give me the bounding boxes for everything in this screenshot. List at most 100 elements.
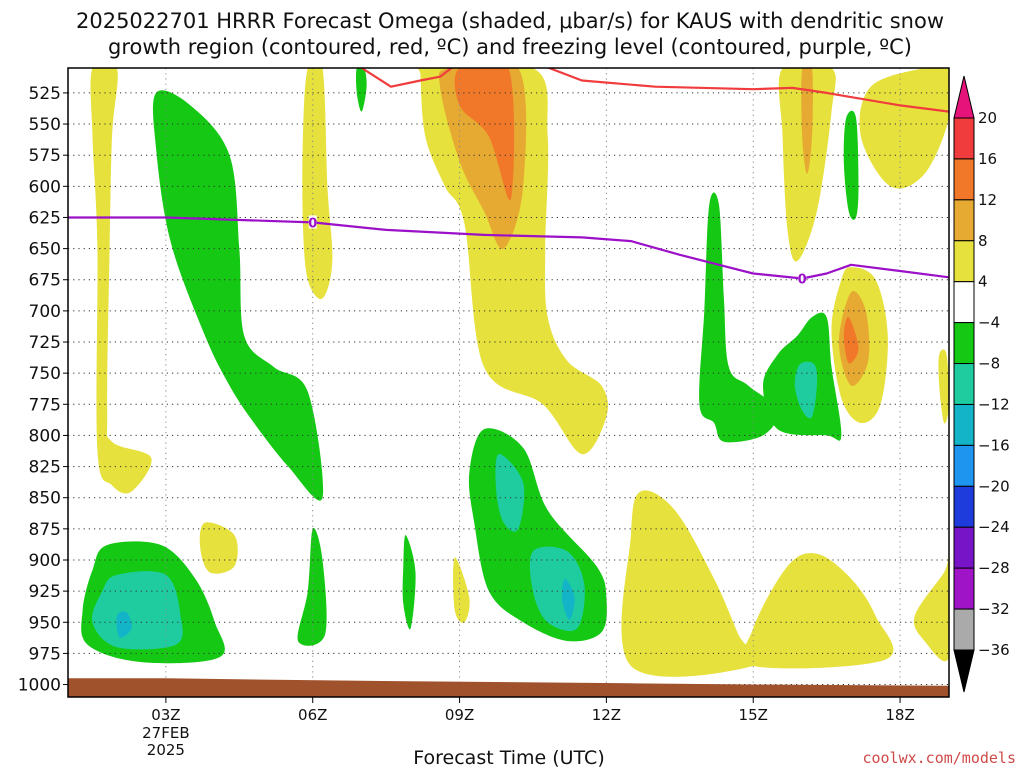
chart-title-line-2: growth region (contoured, red, ºC) and f… [108,35,912,59]
x-tick-label: 09Z [445,706,474,724]
omega-region-22 [621,490,760,677]
y-tick-label: 750 [29,364,61,384]
colorbar-label: 12 [978,191,997,209]
colorbar-bin [953,117,975,160]
y-tick-label: 700 [29,302,61,322]
x-tick-sublabel: 27FEB [142,724,189,742]
y-tick-label: 975 [29,644,61,664]
colorbar-label: −24 [978,518,1010,536]
colorbar-bin [953,526,975,569]
omega-region-26 [453,557,470,623]
colorbar-label: 20 [978,109,997,127]
y-tick-label: 850 [29,489,61,509]
omega-region-13 [794,361,818,419]
y-tick-label: 925 [29,582,61,602]
omega-region-1 [152,90,324,501]
colorbar-label: −36 [978,641,1010,659]
x-tick-label: 03Z [151,706,180,724]
freezing-level-label: 0 [798,272,807,287]
colorbar-bin [953,322,975,365]
y-tick-label: 675 [29,271,61,291]
omega-region-17 [938,349,949,424]
y-tick-label: 800 [29,426,61,446]
omega-shading [81,68,949,677]
y-tick-label: 775 [29,395,61,415]
omega-region-0 [90,68,152,494]
x-tick-label: 15Z [739,706,768,724]
y-tick-label: 825 [29,458,61,478]
omega-region-28 [402,535,416,630]
x-tick-label: 06Z [298,706,327,724]
y-tick-label: 950 [29,613,61,633]
x-tick-label: 18Z [885,706,914,724]
colorbar-label: 4 [978,273,988,291]
colorbar-bin [953,199,975,242]
colorbar-label: −12 [978,395,1010,413]
colorbar-bottom-arrow [953,649,975,693]
freezing-level-line [68,216,949,280]
colorbar-bin [953,158,975,201]
y-tick-label: 650 [29,240,61,260]
omega-region-8 [801,68,813,174]
colorbar-label: 16 [978,150,997,168]
colorbar-bin [953,281,975,324]
y-tick-label: 575 [29,146,61,166]
colorbar-bin [953,485,975,528]
omega-region-9 [859,68,949,189]
omega-region-10 [843,110,859,220]
freezing-level-label: 0 [308,216,317,231]
x-tick-sublabel: 2025 [147,741,185,759]
omega-region-11 [699,192,779,443]
omega-region-2 [302,68,333,299]
y-tick-label: 875 [29,520,61,540]
colorbar-label: 8 [978,232,988,250]
omega-region-25 [199,522,238,574]
omega-region-24 [913,554,949,662]
y-tick-label: 550 [29,115,61,135]
terrain-layer [68,678,949,697]
credit-text: coolwx.com/models [862,749,1016,767]
y-tick-label: 1000 [18,676,61,696]
plot-frame [67,67,950,698]
dgz-contour-line [361,68,949,113]
colorbar-bin [953,567,975,610]
contour-lines: 00 [68,68,949,287]
omega-region-21 [562,578,575,620]
colorbar-bin [953,444,975,487]
x-axis-title: Forecast Time (UTC) [413,747,604,768]
colorbar-bin [953,403,975,446]
y-tick-label: 625 [29,208,61,228]
omega-region-16 [843,316,859,364]
y-tick-label: 600 [29,177,61,197]
terrain-fill [68,678,949,697]
x-tick-label: 12Z [592,706,621,724]
grid-lines [68,68,949,697]
y-tick-label: 725 [29,333,61,353]
omega-region-27 [297,528,327,646]
colorbar-bin [953,608,975,651]
omega-region-19 [495,454,525,532]
omega-region-23 [742,553,894,669]
freezing-label-bg [308,215,317,229]
colorbar-label: −4 [978,314,1000,332]
colorbar-label: −8 [978,355,1000,373]
colorbar-label: −32 [978,600,1010,618]
omega-region-6 [454,68,515,201]
omega-region-31 [116,611,132,638]
colorbar-bin [953,240,975,283]
omega-region-3 [356,68,367,112]
colorbar: 20 16 12 8 4 −4 −8 −12 −16 −20 −24 −28 −32 −36 [953,75,1010,693]
colorbar-bin [953,363,975,405]
plot-area: 00 [67,67,950,698]
colorbar-label: −16 [978,436,1010,454]
omega-region-30 [92,571,183,650]
chart-title-line-1: 2025022701 HRRR Forecast Omega (shaded, … [76,9,944,33]
colorbar-label: −28 [978,559,1010,577]
colorbar-label: −20 [978,477,1010,495]
y-tick-label: 900 [29,551,61,571]
y-tick-label: 525 [29,84,61,104]
y-axis: 525 550 575 600 625 650 675 700 725 750 775 800 825 8… [18,84,68,696]
freezing-label-bg [798,271,807,285]
